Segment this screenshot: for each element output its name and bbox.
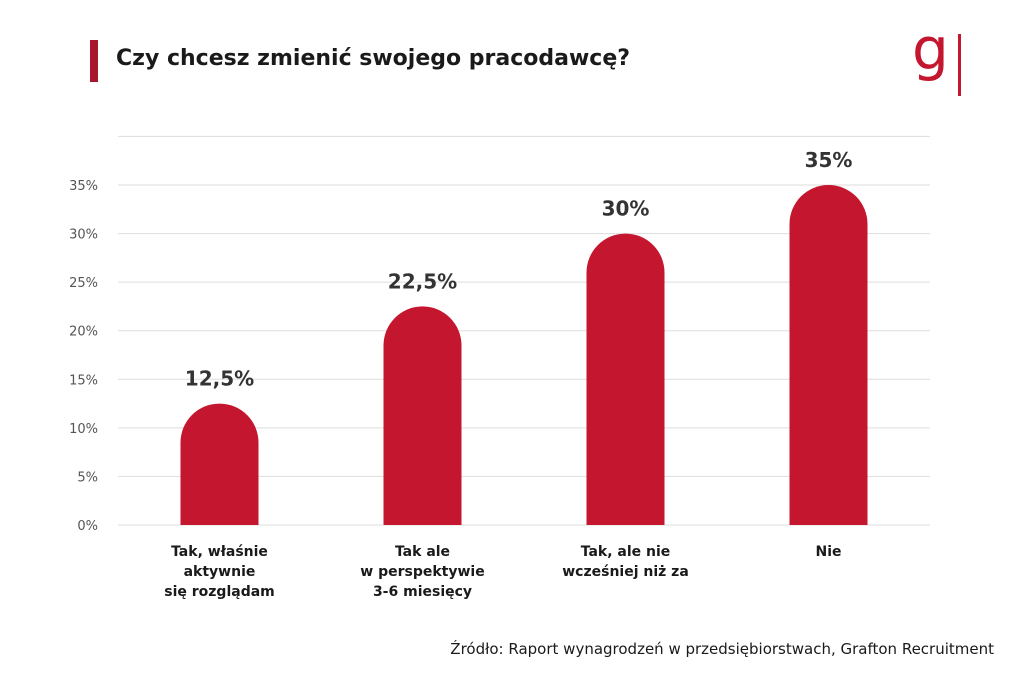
logo-letter: g (912, 15, 949, 83)
x-tick-label: się rozglądam (164, 584, 275, 600)
y-tick-label: 15% (69, 373, 98, 388)
bar (180, 403, 259, 525)
x-tick-label: Tak, właśnie (171, 544, 268, 560)
y-tick-label: 5% (77, 470, 98, 485)
x-tick-label: Nie (815, 544, 841, 560)
x-tick-label: Tak ale (395, 544, 450, 560)
logo-bar (958, 34, 961, 96)
data-label: 30% (602, 197, 650, 221)
y-tick-label: 30% (69, 228, 98, 243)
y-tick-label: 10% (69, 422, 98, 437)
data-label: 12,5% (185, 367, 254, 391)
x-tick-label: 3-6 miesięcy (373, 584, 472, 600)
bar (789, 185, 868, 525)
x-tick-label: w perspektywie (360, 564, 484, 580)
bar (586, 233, 665, 525)
data-label: 22,5% (388, 269, 457, 293)
y-tick-label: 25% (69, 276, 98, 291)
chart-title: Czy chcesz zmienić swojego pracodawcę? (116, 46, 631, 71)
y-tick-label: 35% (69, 179, 98, 194)
x-tick-label: wcześniej niż za (562, 564, 689, 580)
bar (383, 306, 462, 525)
y-tick-label: 0% (77, 519, 98, 534)
grafton-logo: g (912, 20, 972, 100)
x-tick-label: Tak, ale nie (581, 544, 671, 560)
title-accent-bar (90, 40, 98, 82)
data-label: 35% (805, 148, 853, 172)
x-tick-label: aktywnie (184, 564, 256, 580)
y-tick-label: 20% (69, 325, 98, 340)
source-note: Źródło: Raport wynagrodzeń w przedsiębio… (450, 640, 994, 658)
